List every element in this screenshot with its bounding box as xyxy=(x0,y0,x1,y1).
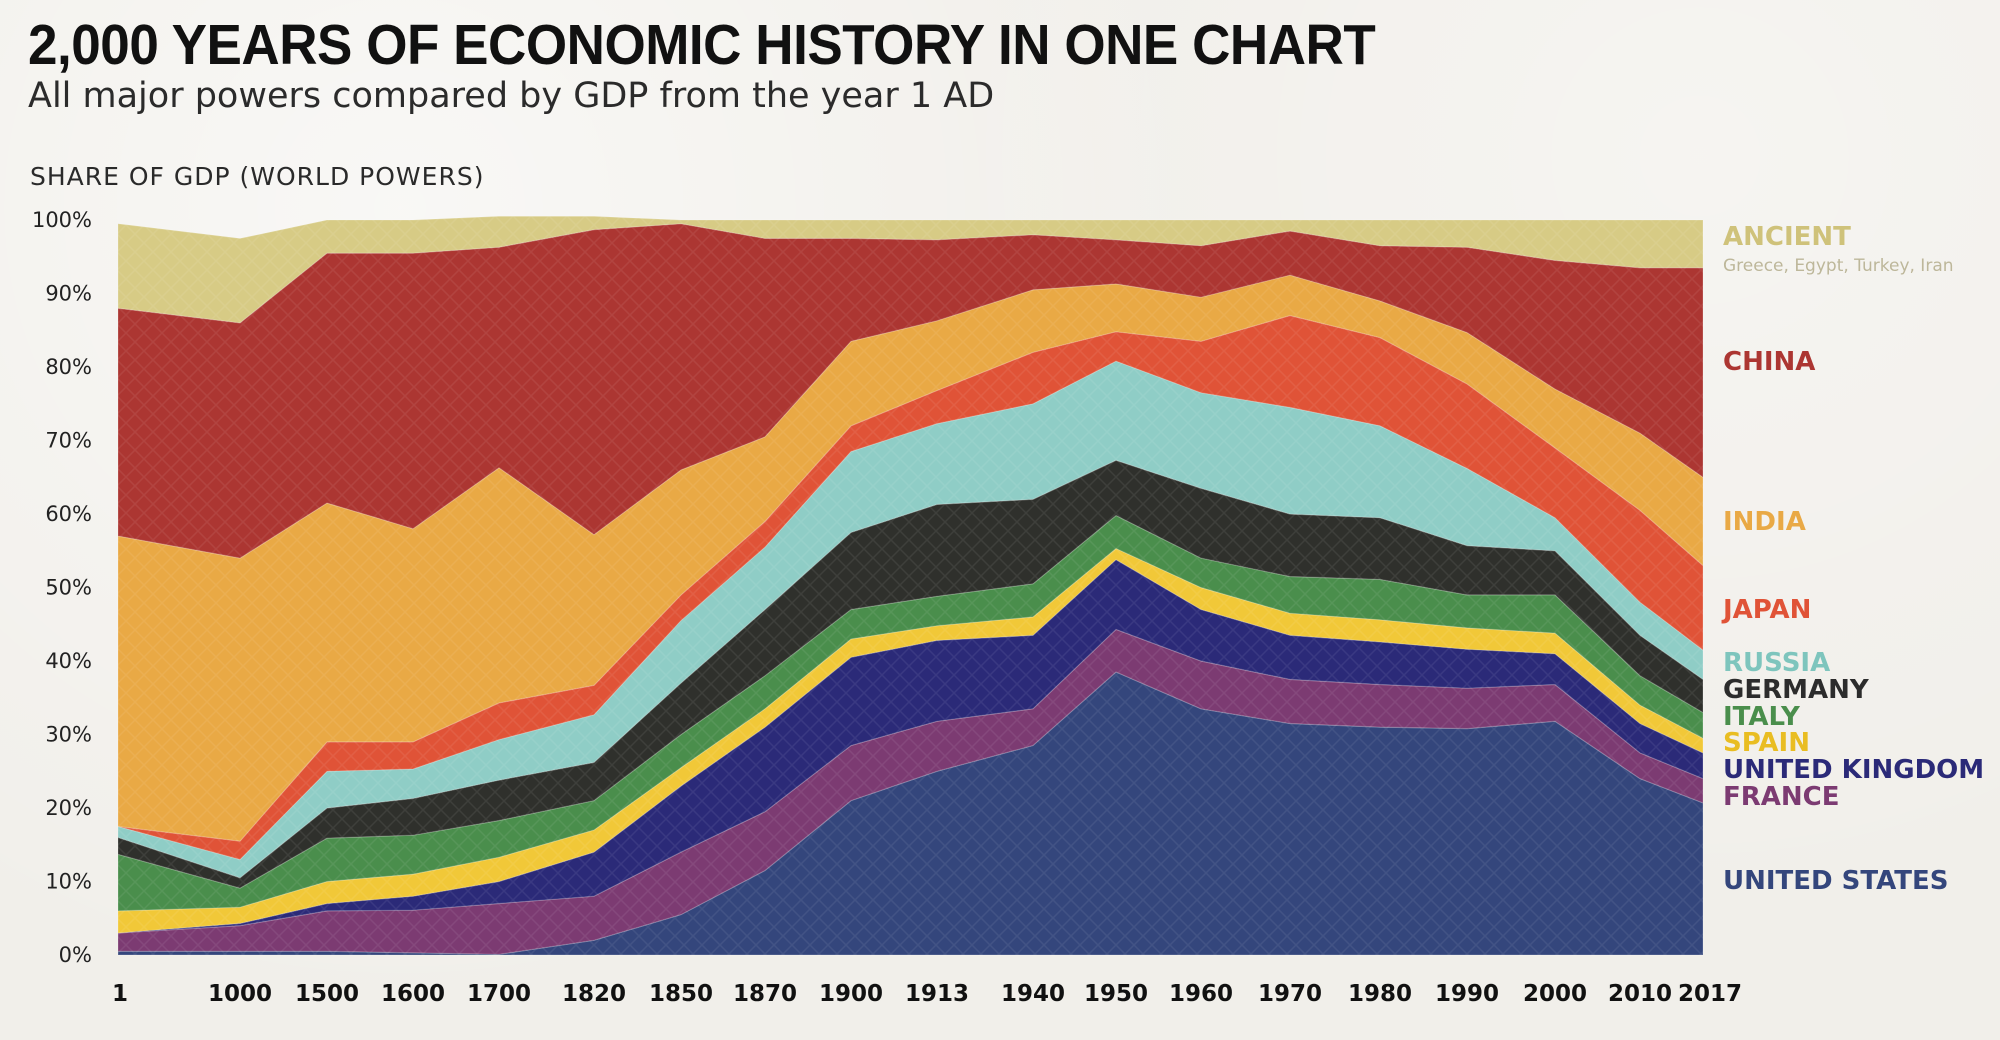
x-tick-label: 1980 xyxy=(1348,981,1412,1007)
y-tick-label: 80% xyxy=(45,355,92,379)
y-tick-label: 90% xyxy=(45,282,92,306)
x-tick-label: 1 xyxy=(112,981,128,1007)
y-tick-label: 40% xyxy=(45,649,92,673)
area-texture-india xyxy=(118,275,1703,842)
x-tick-label: 1870 xyxy=(733,981,797,1007)
x-tick-label: 1600 xyxy=(381,981,445,1007)
y-tick-label: 0% xyxy=(59,943,92,967)
area-texture-united-kingdom xyxy=(118,559,1703,933)
y-tick-label: 20% xyxy=(45,796,92,820)
area-texture-china xyxy=(118,223,1703,559)
chart-title: 2,000 YEARS OF ECONOMIC HISTORY IN ONE C… xyxy=(28,13,1376,77)
x-tick-label: 1913 xyxy=(905,981,969,1007)
x-tick-label: 1850 xyxy=(649,981,713,1007)
y-tick-label: 70% xyxy=(45,429,92,453)
legend-label-germany: GERMANY xyxy=(1723,675,1870,705)
x-tick-label: 1940 xyxy=(1001,981,1065,1007)
x-tick-label: 1970 xyxy=(1258,981,1322,1007)
legend-label-italy: ITALY xyxy=(1723,702,1801,732)
x-tick-label: 1000 xyxy=(208,981,272,1007)
y-tick-label: 30% xyxy=(45,723,92,747)
area-texture-united-states xyxy=(118,672,1703,955)
y-tick-label: 10% xyxy=(45,870,92,894)
legend-label-united-kingdom: UNITED KINGDOM xyxy=(1723,755,1984,785)
x-tick-label: 1990 xyxy=(1435,981,1499,1007)
x-tick-label: 2017 xyxy=(1678,981,1742,1007)
x-tick-label: 1900 xyxy=(819,981,883,1007)
area-texture-italy xyxy=(118,515,1703,911)
y-axis: 0% 10% 20% 30% 40% 50% 60% 70% 80% 90% 100% xyxy=(32,208,92,967)
legend-label-japan: JAPAN xyxy=(1721,595,1811,625)
legend-label-russia: RUSSIA xyxy=(1723,648,1830,678)
area-texture-ancient xyxy=(118,216,1703,323)
x-tick-label: 1950 xyxy=(1084,981,1148,1007)
legend-label-spain: SPAIN xyxy=(1723,728,1810,758)
legend-label-united-states: UNITED STATES xyxy=(1723,866,1948,896)
legend-label-france: FRANCE xyxy=(1723,782,1840,812)
x-tick-label: 2000 xyxy=(1523,981,1587,1007)
area-texture-france xyxy=(118,629,1703,955)
legend-label-china: CHINA xyxy=(1723,347,1815,377)
x-tick-label: 1960 xyxy=(1169,981,1233,1007)
x-tick-label: 1700 xyxy=(467,981,531,1007)
legend-label-ancient: ANCIENT xyxy=(1723,222,1851,252)
legend-label-india: INDIA xyxy=(1723,507,1806,537)
area-texture-russia xyxy=(118,361,1703,878)
y-axis-label: SHARE OF GDP (WORLD POWERS) xyxy=(30,162,485,191)
x-axis: 1 1000 1500 1600 1700 1820 1850 1870 1900 1913 194… xyxy=(112,981,1742,1007)
area-texture-germany xyxy=(118,460,1703,889)
texture-overlay xyxy=(118,216,1703,955)
y-tick-label: 100% xyxy=(32,208,92,232)
chart-subtitle: All major powers compared by GDP from th… xyxy=(28,76,995,116)
area-texture-japan xyxy=(118,315,1703,860)
x-tick-label: 2010 xyxy=(1608,981,1672,1007)
x-tick-label: 1500 xyxy=(295,981,359,1007)
y-tick-label: 60% xyxy=(45,502,92,526)
y-tick-label: 50% xyxy=(45,576,92,600)
x-tick-label: 1820 xyxy=(562,981,626,1007)
legend-sublabel-ancient: Greece, Egypt, Turkey, Iran xyxy=(1723,256,1954,276)
